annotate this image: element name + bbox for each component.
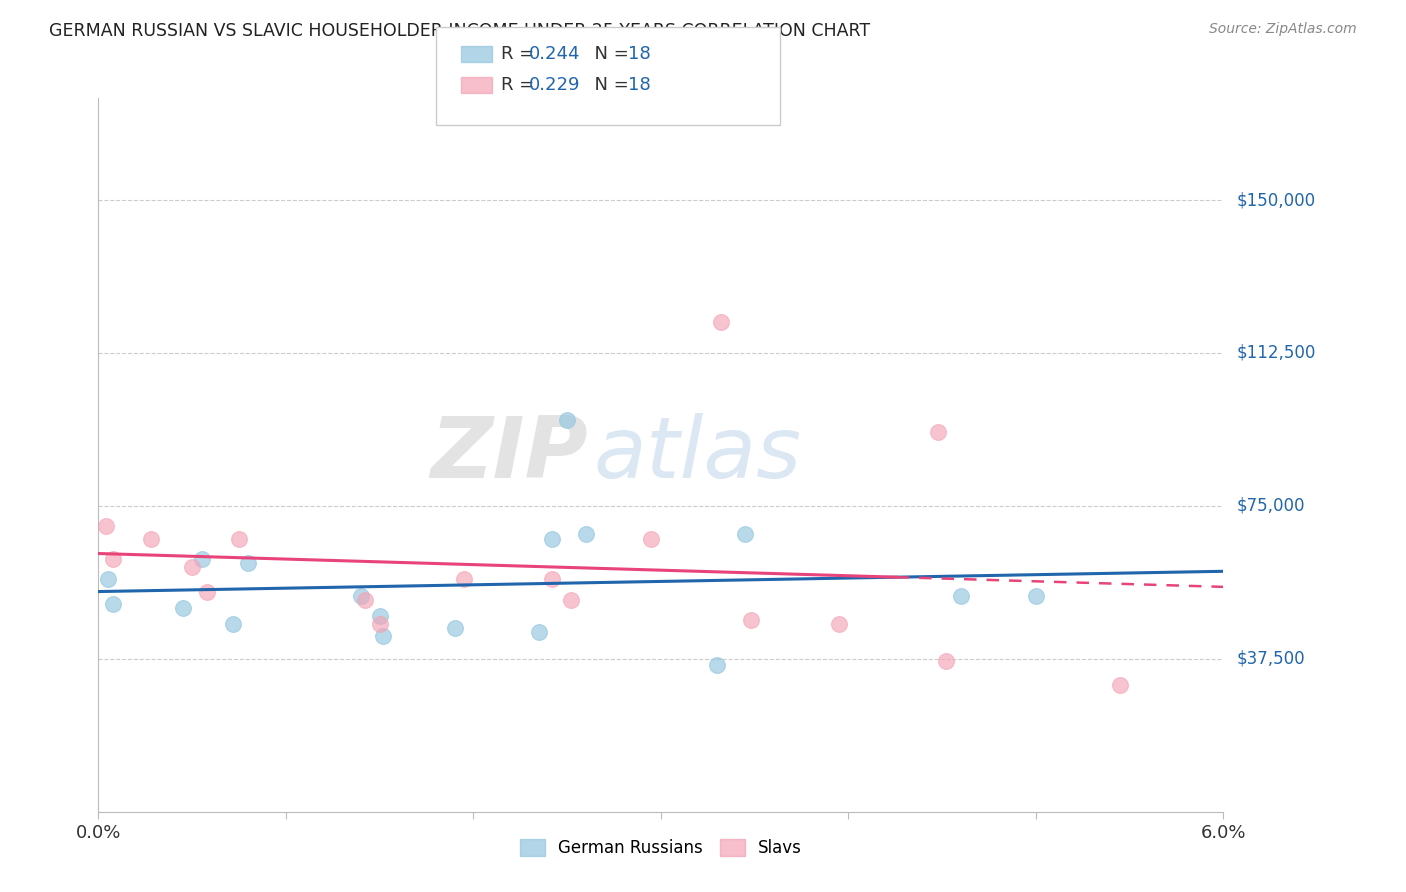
Text: 0.244: 0.244 xyxy=(529,45,581,63)
Point xyxy=(97,572,120,586)
Text: $37,500: $37,500 xyxy=(1237,649,1306,668)
Point xyxy=(94,519,117,533)
Text: N =: N = xyxy=(583,76,636,94)
Text: N =: N = xyxy=(583,45,636,63)
Point xyxy=(195,584,218,599)
Point xyxy=(228,532,250,546)
Text: R =: R = xyxy=(501,45,540,63)
Point xyxy=(710,315,733,329)
Point xyxy=(935,654,957,668)
Point xyxy=(740,613,762,627)
Point xyxy=(734,527,756,541)
Point xyxy=(1025,589,1047,603)
Point xyxy=(1109,678,1132,692)
Point xyxy=(575,527,598,541)
Text: GERMAN RUSSIAN VS SLAVIC HOUSEHOLDER INCOME UNDER 25 YEARS CORRELATION CHART: GERMAN RUSSIAN VS SLAVIC HOUSEHOLDER INC… xyxy=(49,22,870,40)
Point xyxy=(706,657,728,672)
Point xyxy=(222,617,245,632)
Text: $150,000: $150,000 xyxy=(1237,191,1316,209)
Point xyxy=(527,625,550,640)
Point xyxy=(828,617,851,632)
Point xyxy=(181,560,204,574)
Point xyxy=(640,532,662,546)
Point xyxy=(949,589,972,603)
Text: R =: R = xyxy=(501,76,540,94)
Point xyxy=(555,413,578,427)
Point xyxy=(238,556,260,570)
Text: $112,500: $112,500 xyxy=(1237,344,1316,362)
Text: 18: 18 xyxy=(628,76,651,94)
Point xyxy=(350,589,373,603)
Point xyxy=(443,621,465,635)
Point xyxy=(172,600,194,615)
Text: ZIP: ZIP xyxy=(430,413,588,497)
Point xyxy=(927,425,949,440)
Point xyxy=(139,532,162,546)
Point xyxy=(541,532,564,546)
Point xyxy=(368,617,391,632)
Point xyxy=(560,592,582,607)
Text: $75,000: $75,000 xyxy=(1237,497,1306,515)
Point xyxy=(353,592,375,607)
Legend: German Russians, Slavs: German Russians, Slavs xyxy=(513,832,808,864)
Text: 18: 18 xyxy=(628,45,651,63)
Point xyxy=(453,572,475,586)
Point xyxy=(103,597,125,611)
Text: 0.229: 0.229 xyxy=(529,76,581,94)
Text: atlas: atlas xyxy=(593,413,801,497)
Point xyxy=(541,572,564,586)
Text: Source: ZipAtlas.com: Source: ZipAtlas.com xyxy=(1209,22,1357,37)
Point xyxy=(103,552,125,566)
Point xyxy=(373,629,395,643)
Point xyxy=(368,609,391,624)
Point xyxy=(190,552,212,566)
